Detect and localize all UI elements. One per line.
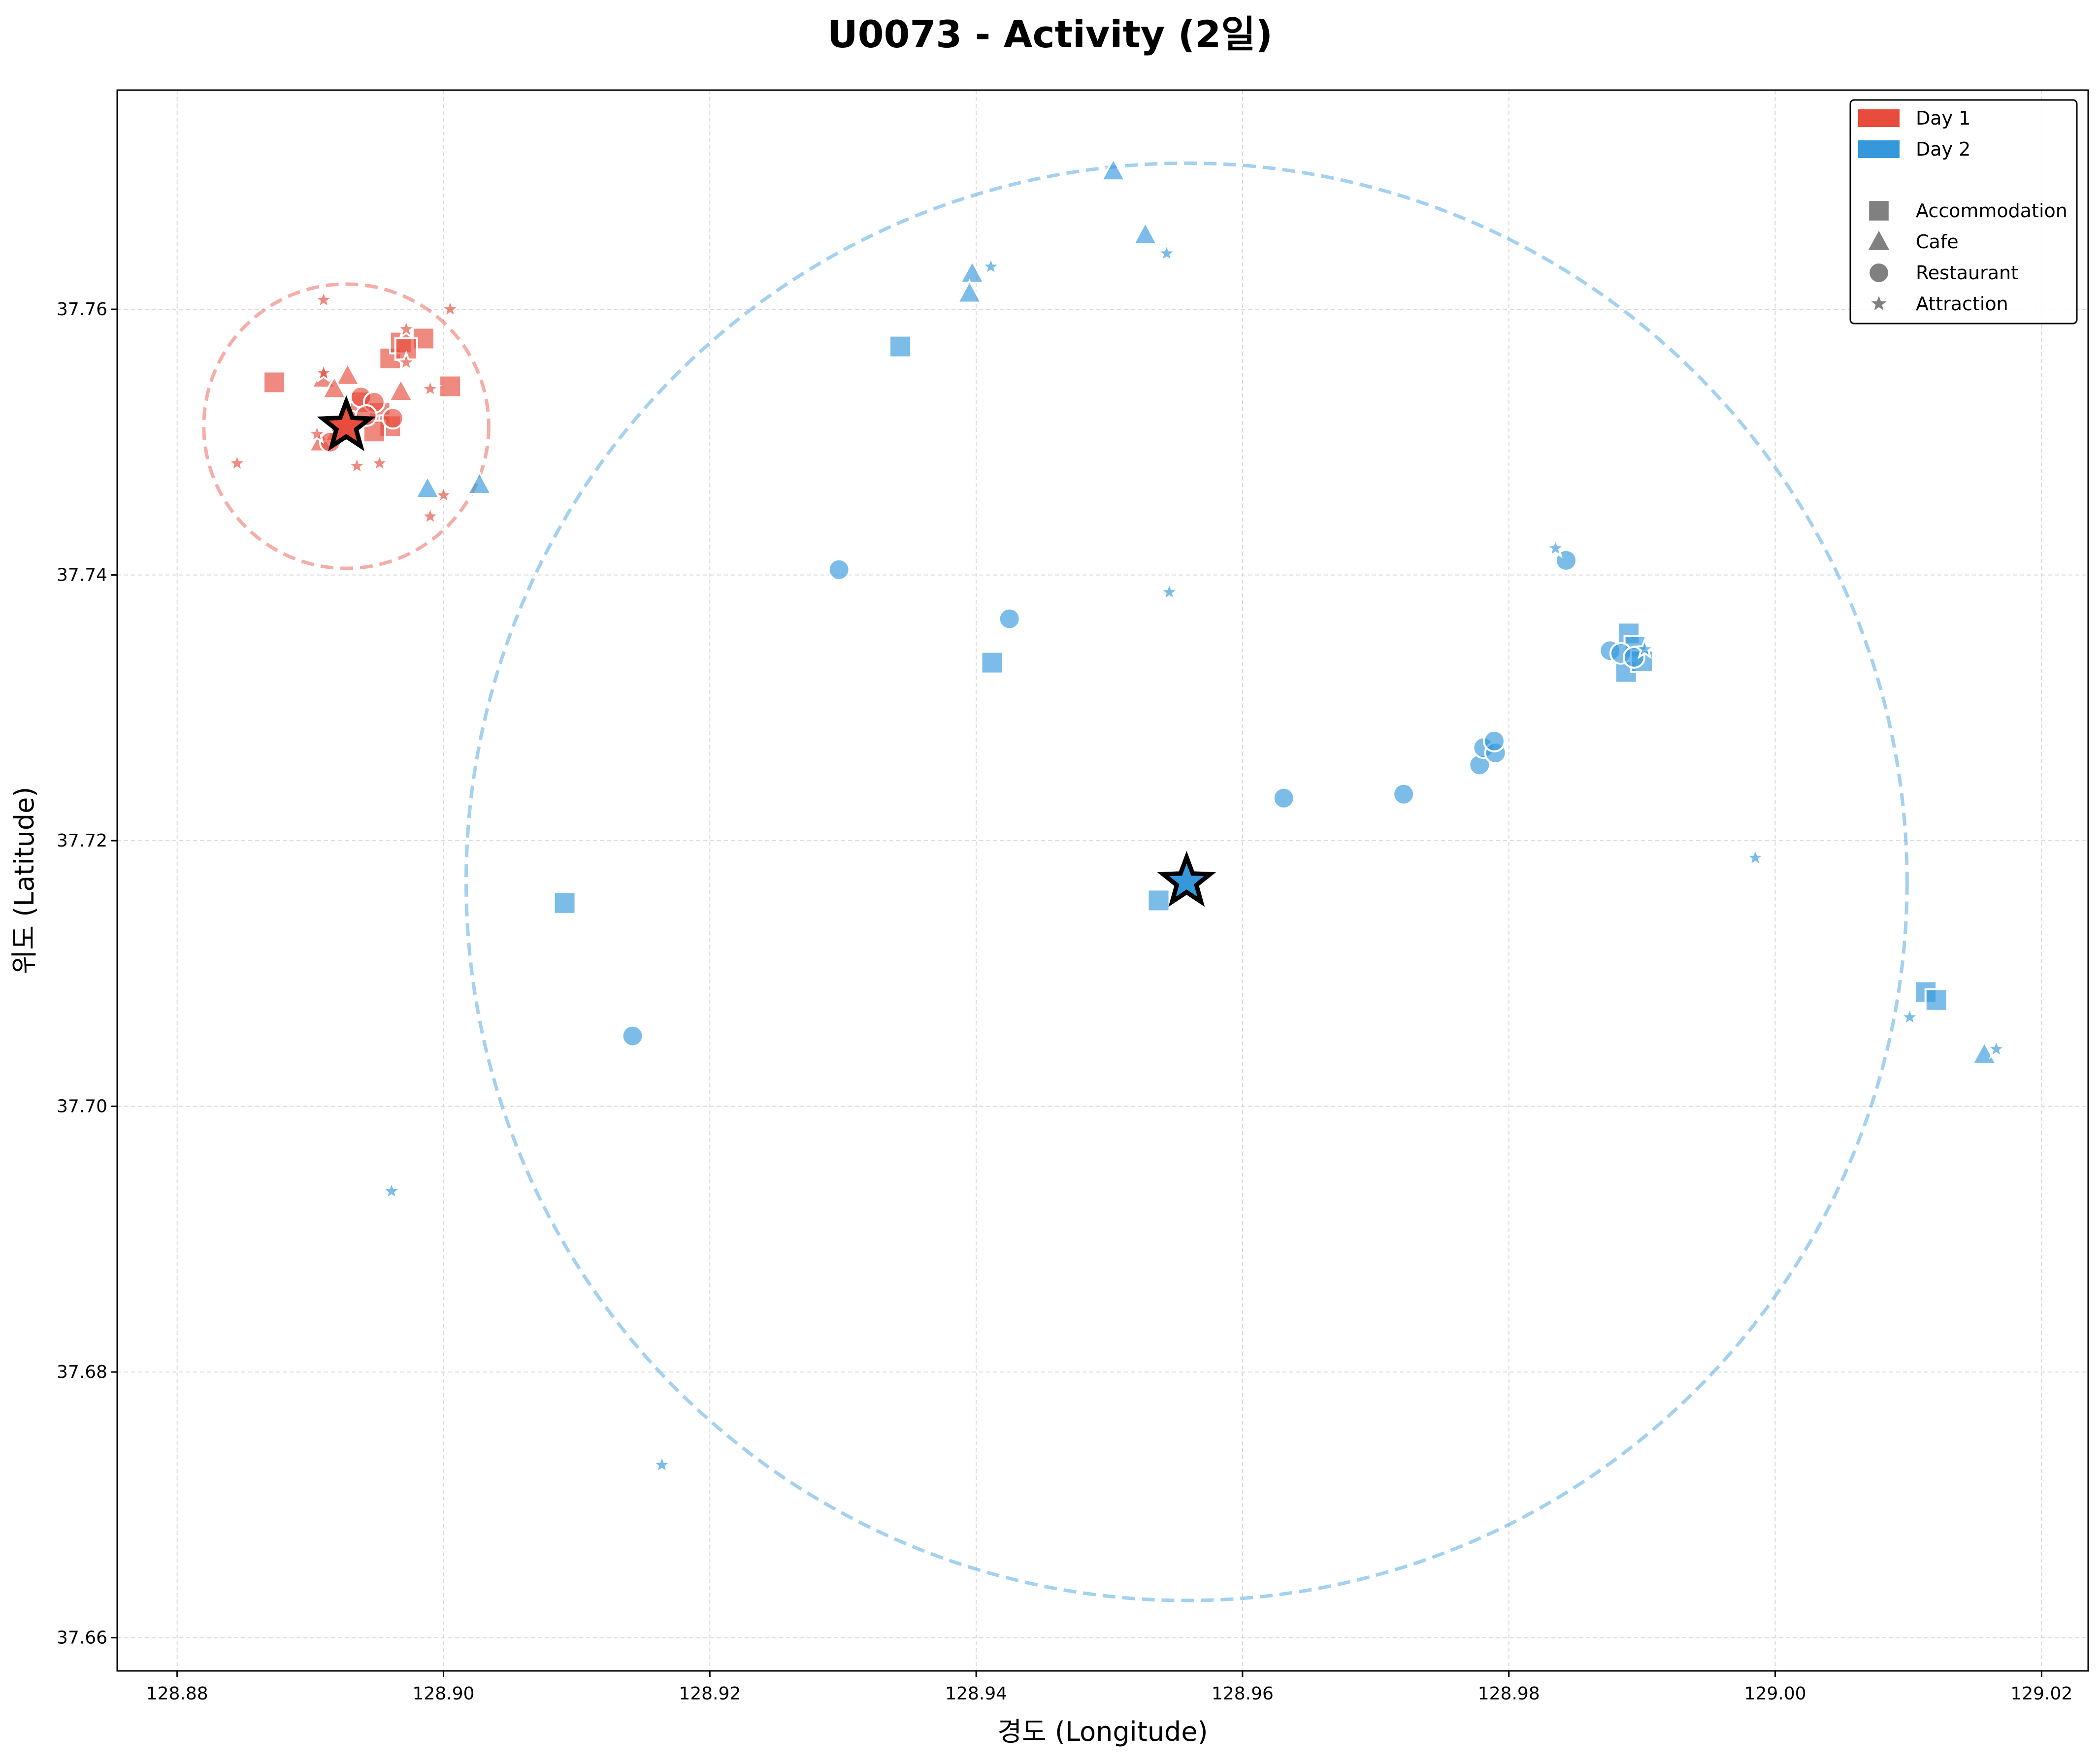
day-2-accommodation-point [980,651,1004,675]
legend-cafe-label: Cafe [1916,231,1959,253]
x-tick-label: 128.92 [679,1684,741,1704]
y-axis-label: 위도 (Latitude) [9,787,40,975]
legend: Day 1 Day 2 Accommodation Cafe Restaurant Att… [1849,99,2078,325]
day-2-attraction-point [650,1453,674,1475]
y-tick-label: 37.74 [57,565,107,586]
plot-frame [116,89,2089,1672]
day-1-attraction-point [345,454,369,476]
day-1-attraction-point [394,350,418,373]
day-2-restaurant-point [1392,783,1415,806]
day-2-accommodation-point [888,334,912,359]
day-2-attraction-point [1633,637,1657,659]
legend-accommodation-label: Accommodation [1916,200,2067,222]
day-2-attraction-point [1157,580,1181,602]
y-tick-label: 37.72 [57,831,107,851]
day-1-attraction-point [418,377,442,399]
legend-accommodation-marker [1869,201,1889,221]
day-2-center-marker [1157,850,1216,907]
day-2-restaurant-point [827,558,851,581]
day-2-attraction-point [979,255,1003,277]
day-1-accommodation-point [262,370,287,394]
legend-box [1849,99,2078,325]
day-2-attraction-point [380,1179,403,1202]
x-tick-label: 129.00 [1744,1684,1806,1704]
day-2-accommodation-point [1924,988,1948,1012]
day-1-attraction-point [305,422,329,444]
day-2-cafe-point [466,470,493,495]
day-2-restaurant-point [1482,729,1506,752]
day-1-attraction-point [312,288,335,310]
day-1-cafe-point [321,374,348,399]
grid [117,90,2088,1671]
chart-title: U0073 - Activity (2일) [827,12,1273,56]
day-1-restaurant-point [381,407,404,430]
day-1-cafe-point [387,377,415,402]
day-1-accommodation-point [438,374,462,398]
day-1-center-marker [317,395,376,452]
legend-day-2-label: Day 2 [1916,138,1970,160]
day-2-attraction-point [1155,241,1179,263]
axis-ticks: 128.88 128.90 128.92 128.94 128.96 128.98 129.… [57,299,2072,1704]
day-1-cafe-point [334,361,361,386]
day-2-restaurant-point [998,607,1021,630]
day-2-restaurant-point [621,1024,644,1047]
y-tick-label: 37.66 [57,1628,107,1648]
day-1-attraction-point [419,504,442,526]
legend-day-1-swatch [1858,109,1900,127]
day-1-attraction-point [225,451,249,474]
legend-attraction-marker [1871,295,1887,311]
legend-restaurant-label: Restaurant [1916,262,2018,284]
day-2-attraction-point [1898,1005,1922,1027]
x-tick-label: 128.90 [413,1684,475,1704]
data-points [225,157,2008,1475]
day-2-cafe-point [956,279,983,304]
day-2-restaurant-point [1622,646,1645,669]
day-1-attraction-point [438,297,462,320]
x-tick-label: 128.94 [945,1684,1007,1704]
legend-day-2-swatch [1858,140,1900,158]
day-2-cafe-point [958,259,986,284]
day-2-restaurant-point [1272,786,1295,810]
day-2-cafe-point [414,474,441,499]
legend-attraction-label: Attraction [1916,293,2008,315]
day-2-accommodation-point [553,891,577,915]
x-tick-label: 128.88 [146,1684,208,1704]
x-tick-label: 129.02 [2010,1684,2072,1704]
day-2-cafe-point [1132,220,1159,245]
day-1-attraction-point [368,451,392,474]
day-centers [317,395,1216,907]
day-2-attraction-point [1985,1037,2008,1059]
legend-cafe-marker [1868,230,1890,250]
legend-day-1-label: Day 1 [1916,107,1970,129]
x-tick-label: 128.96 [1212,1684,1274,1704]
day-radius-circles [202,161,1909,1602]
day-1-attraction-point [394,317,418,339]
legend-restaurant-marker [1870,263,1888,282]
day-2-attraction-point [1543,536,1567,558]
day-2-radius-circle [464,161,1909,1602]
day-2-accommodation-point [1147,888,1171,913]
day-1-attraction-point [312,360,335,383]
y-tick-label: 37.76 [57,299,107,320]
day-2-attraction-point [1743,846,1767,868]
x-axis-label: 경도 (Longitude) [997,1716,1208,1747]
x-tick-label: 128.98 [1478,1684,1540,1704]
day-1-radius-circle [202,282,491,570]
y-tick-label: 37.70 [57,1097,107,1117]
y-tick-label: 37.68 [57,1362,107,1382]
day-2-cafe-point [1100,157,1127,182]
